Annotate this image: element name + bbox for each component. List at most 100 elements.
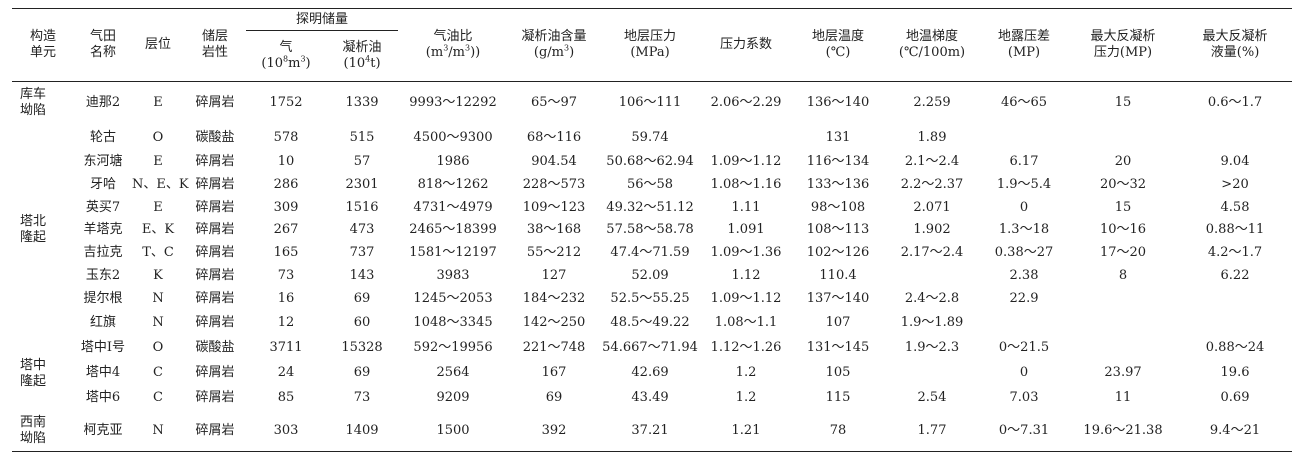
table-cell: 1.9～2.3 bbox=[904, 340, 960, 356]
table-cell: 1.12～1.26 bbox=[710, 340, 782, 356]
group-label: 塔中 隆起 bbox=[12, 336, 74, 412]
table-cell bbox=[980, 310, 1068, 336]
table-row: 库车 坳陷 迪那2 E 碎屑岩 1752 1339 9993～12292 65～97 106～11… bbox=[12, 82, 1292, 124]
table-cell: 16 bbox=[277, 290, 295, 306]
table-cell: N、E、K bbox=[132, 176, 189, 192]
table-cell: 59.74 bbox=[631, 129, 669, 145]
table-cell: 1.09～1.36 bbox=[710, 244, 782, 260]
table-cell: 10～16 bbox=[1099, 222, 1147, 238]
table-cell: 37.21 bbox=[631, 423, 669, 439]
table-cell bbox=[1068, 336, 1178, 362]
table-cell: 578 bbox=[273, 129, 299, 145]
table-cell: 0.88～11 bbox=[1205, 222, 1265, 238]
table-row: 塔中 隆起 塔中Ⅰ号 O 碳酸盐 3711 15328 592～19956 221～748 54.… bbox=[12, 336, 1292, 388]
group-label-line: 坳陷 bbox=[20, 102, 47, 118]
table-cell: 0 bbox=[1019, 364, 1029, 380]
table-row: 红旗 N 碎屑岩 12 60 1048～3345 142～250 48.5～49.22 1.08… bbox=[12, 310, 1292, 336]
table-cell: 2465～18399 bbox=[409, 222, 497, 238]
table-cell: 2.1～2.4 bbox=[904, 154, 960, 170]
table-cell: 玉东2 bbox=[85, 267, 121, 283]
table-cell bbox=[1178, 124, 1292, 152]
table-cell: 1986 bbox=[436, 154, 470, 170]
header-layer: 层位 bbox=[144, 37, 171, 52]
table-cell: 57 bbox=[353, 154, 371, 170]
table-cell: 108～113 bbox=[806, 222, 870, 238]
table-cell: 184～232 bbox=[522, 290, 586, 306]
table-cell: 1048～3345 bbox=[413, 314, 493, 330]
table-cell: N bbox=[152, 314, 164, 330]
table-cell bbox=[1068, 310, 1178, 336]
header-gas: 气 (108m3) bbox=[261, 40, 311, 71]
table-cell: 392 bbox=[541, 423, 567, 439]
table-cell: 11 bbox=[1114, 389, 1132, 405]
table-cell: 羊塔克 bbox=[83, 222, 123, 238]
header-reserves: 探明储量 bbox=[246, 8, 399, 31]
table-cell: 1339 bbox=[345, 94, 379, 110]
table-cell: 12 bbox=[277, 314, 295, 330]
table-cell: 43.49 bbox=[631, 389, 669, 405]
group-label-line: 塔中 bbox=[20, 357, 47, 373]
table-cell: 17～20 bbox=[1099, 244, 1147, 260]
table-cell: 52.09 bbox=[631, 267, 669, 283]
table-cell: 19.6 bbox=[1220, 364, 1250, 380]
table-cell: 0～21.5 bbox=[998, 340, 1050, 356]
table-cell: 1516 bbox=[345, 199, 379, 215]
table-cell: 吉拉克 bbox=[83, 244, 123, 260]
table-cell: 107 bbox=[825, 314, 851, 330]
table-cell: 碎屑岩 bbox=[195, 94, 235, 110]
table-cell: 98～108 bbox=[810, 199, 866, 215]
table-cell: 267 bbox=[273, 222, 299, 238]
table-cell: 9209 bbox=[436, 389, 470, 405]
header-dew-diff: 地露压差 (MP) bbox=[998, 29, 1051, 60]
table-cell: 115 bbox=[825, 389, 851, 405]
table-cell: 2.259 bbox=[913, 94, 951, 110]
table-cell: 46～65 bbox=[1000, 94, 1048, 110]
header-max-liquid: 最大反凝析 液量(%) bbox=[1202, 29, 1268, 60]
table-cell: 碎屑岩 bbox=[195, 222, 235, 238]
table-cell: 提尔根 bbox=[83, 290, 123, 306]
header-max-pressure: 最大反凝析 压力(MP) bbox=[1090, 29, 1156, 60]
table-cell bbox=[884, 264, 980, 287]
table-cell: 102～126 bbox=[806, 244, 870, 260]
table-cell: 0.69 bbox=[1220, 389, 1250, 405]
table-cell: E bbox=[153, 94, 163, 110]
table-cell bbox=[1068, 287, 1178, 310]
table-cell: 2.071 bbox=[913, 199, 951, 215]
table-cell: 78 bbox=[829, 423, 847, 439]
table-cell: 137～140 bbox=[806, 290, 870, 306]
group-label-line: 西南 bbox=[20, 415, 47, 431]
table-row: 塔中4 C 碎屑岩 24 69 2564 167 42.69 1.2 105 0 23.97 19.6 bbox=[12, 361, 1292, 384]
table-cell: 23.97 bbox=[1104, 364, 1142, 380]
table-cell: 116～134 bbox=[806, 154, 870, 170]
table-cell: 818～1262 bbox=[417, 176, 489, 192]
table-cell: 0.38～27 bbox=[994, 244, 1054, 260]
table-cell: E bbox=[153, 154, 163, 170]
table-cell: 60 bbox=[353, 314, 371, 330]
table-cell: 碎屑岩 bbox=[195, 423, 235, 439]
table-cell: 85 bbox=[277, 389, 295, 405]
table-cell: 42.69 bbox=[631, 364, 669, 380]
table-cell: 515 bbox=[349, 129, 375, 145]
table-cell: >20 bbox=[1221, 176, 1249, 192]
table-cell: 105 bbox=[825, 364, 851, 380]
gas-field-table: 构造 单元 气田 名称 层位 储层 岩性 探明储量 气油比 (m3/m3)) 凝析油含量… bbox=[12, 8, 1293, 452]
table-cell: C bbox=[153, 389, 163, 405]
table-cell: 22.9 bbox=[1009, 290, 1039, 306]
group-label: 塔北 隆起 bbox=[12, 124, 74, 336]
table-cell: N bbox=[152, 423, 164, 439]
table-cell: 牙哈 bbox=[89, 176, 116, 192]
header-condensate: 凝析油 (104t) bbox=[342, 40, 382, 71]
table-cell: 221～748 bbox=[522, 340, 586, 356]
table-cell: 红旗 bbox=[89, 314, 116, 330]
table-cell: 碎屑岩 bbox=[195, 290, 235, 306]
table-cell: 737 bbox=[349, 244, 375, 260]
table-row: 西南 坳陷 柯克亚 N 碎屑岩 303 1409 1500 392 37.21 1.21 78 1.77… bbox=[12, 412, 1292, 452]
table-cell: 2.17～2.4 bbox=[900, 244, 964, 260]
table-cell: 73 bbox=[277, 267, 295, 283]
table-cell: 54.667～71.94 bbox=[602, 340, 698, 356]
table-cell: 1.12 bbox=[731, 267, 761, 283]
table-cell: 136～140 bbox=[806, 94, 870, 110]
table-cell: 塔中4 bbox=[85, 364, 121, 380]
group-label: 库车 坳陷 bbox=[12, 82, 74, 124]
table-cell: 56～58 bbox=[626, 176, 674, 192]
